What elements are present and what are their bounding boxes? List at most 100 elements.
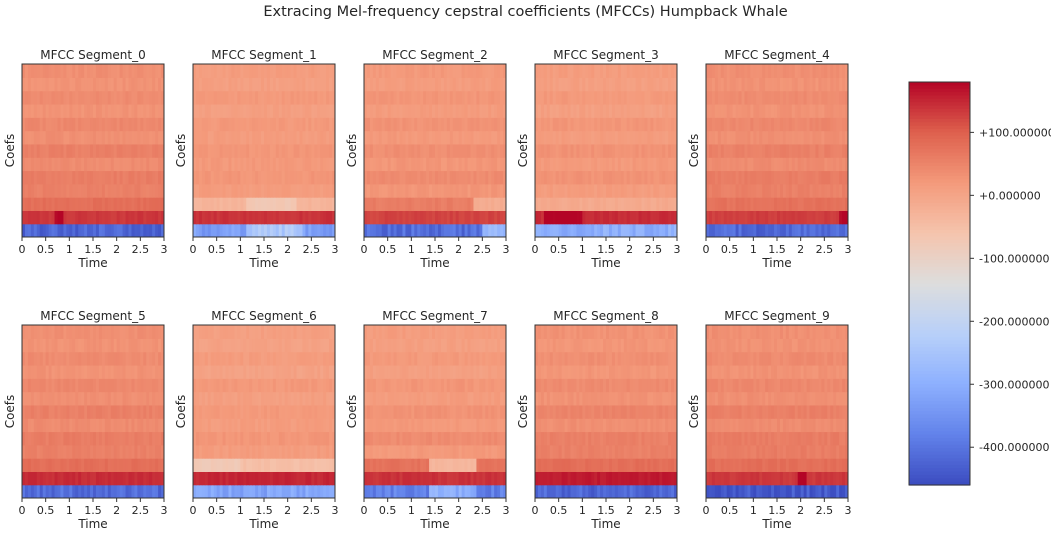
heatmap-cell bbox=[308, 325, 312, 339]
heatmap-cell bbox=[45, 64, 50, 78]
heatmap-cell bbox=[140, 90, 144, 105]
heatmap-cell bbox=[366, 351, 371, 366]
heatmap-cell bbox=[440, 183, 445, 198]
heatmap-cell bbox=[794, 130, 799, 145]
heatmap-cell bbox=[287, 471, 292, 486]
heatmap-cell bbox=[113, 378, 118, 393]
heatmap-cell bbox=[75, 458, 79, 472]
heatmap-cell bbox=[93, 143, 97, 158]
heatmap-cell bbox=[72, 431, 76, 446]
heatmap-cell bbox=[314, 444, 318, 459]
heatmap-cell bbox=[275, 103, 280, 118]
heatmap-cell bbox=[411, 170, 415, 185]
heatmap-cell bbox=[653, 90, 657, 105]
heatmap-cell bbox=[329, 391, 333, 406]
heatmap-cell bbox=[72, 157, 76, 172]
heatmap-cell bbox=[122, 183, 127, 198]
heatmap-cell bbox=[417, 431, 421, 446]
heatmap-cell bbox=[420, 130, 424, 145]
heatmap-cell bbox=[255, 103, 259, 118]
heatmap-cell bbox=[246, 64, 250, 78]
heatmap-cell bbox=[246, 378, 250, 393]
heatmap-cell bbox=[408, 391, 412, 406]
heatmap-cell bbox=[204, 418, 209, 433]
heatmap-cell bbox=[399, 418, 404, 433]
heatmap-cell bbox=[204, 223, 209, 237]
x-tick-label: 1.5 bbox=[255, 504, 273, 517]
heatmap-cell bbox=[726, 183, 731, 198]
heatmap-cell bbox=[423, 364, 427, 379]
heatmap-cell bbox=[207, 183, 212, 198]
heatmap-cell bbox=[222, 364, 227, 379]
heatmap-cell bbox=[24, 210, 29, 225]
heatmap-cell bbox=[57, 338, 62, 353]
heatmap-cell bbox=[435, 64, 439, 78]
heatmap-cell bbox=[662, 117, 666, 132]
heatmap-cell bbox=[137, 431, 141, 446]
heatmap-cell bbox=[399, 431, 404, 446]
heatmap-cell bbox=[195, 484, 200, 498]
heatmap-cell bbox=[842, 197, 846, 211]
heatmap-cell bbox=[464, 418, 469, 433]
heatmap-cell bbox=[756, 103, 760, 118]
x-tick-label: 1 bbox=[750, 243, 757, 256]
heatmap-cell bbox=[762, 77, 766, 92]
heatmap-cell bbox=[45, 210, 50, 225]
heatmap-cell bbox=[470, 90, 475, 105]
heatmap-cell bbox=[638, 103, 643, 118]
heatmap-cell bbox=[161, 183, 164, 198]
heatmap-cell bbox=[390, 77, 395, 92]
heatmap-cell bbox=[714, 183, 719, 198]
heatmap-cell bbox=[458, 444, 463, 459]
heatmap-cell bbox=[600, 103, 604, 118]
heatmap-cell bbox=[219, 391, 224, 406]
heatmap-cell bbox=[198, 418, 203, 433]
heatmap-cell bbox=[246, 458, 250, 472]
heatmap-cell bbox=[296, 431, 301, 446]
heatmap-cell bbox=[24, 471, 29, 486]
heatmap-cell bbox=[638, 130, 643, 145]
heatmap-cell bbox=[476, 364, 480, 379]
heatmap-cell bbox=[22, 444, 26, 459]
heatmap-cell bbox=[378, 458, 383, 472]
heatmap-cell bbox=[320, 64, 324, 78]
heatmap-cell bbox=[45, 77, 50, 92]
heatmap-cell bbox=[429, 157, 433, 172]
heatmap-cell bbox=[830, 103, 834, 118]
heatmap-cell bbox=[213, 338, 218, 353]
heatmap-cell bbox=[827, 197, 831, 211]
heatmap-cell bbox=[726, 143, 731, 158]
heatmap-cell bbox=[98, 183, 103, 198]
heatmap-cell bbox=[264, 183, 268, 198]
heatmap-cell bbox=[125, 90, 130, 105]
heatmap-cell bbox=[39, 351, 44, 366]
heatmap-cell bbox=[372, 210, 377, 225]
heatmap-cell bbox=[791, 157, 796, 172]
heatmap-cell bbox=[671, 90, 675, 105]
heatmap-cell bbox=[800, 183, 805, 198]
heatmap-cell bbox=[155, 143, 159, 158]
heatmap-cell bbox=[455, 103, 460, 118]
heatmap-cell bbox=[836, 130, 840, 145]
heatmap-cell bbox=[66, 338, 70, 353]
heatmap-cell bbox=[364, 210, 368, 225]
heatmap-cell bbox=[497, 170, 501, 185]
heatmap-cell bbox=[36, 418, 41, 433]
heatmap-cell bbox=[290, 64, 295, 78]
heatmap-cell bbox=[140, 458, 144, 472]
heatmap-cell bbox=[644, 90, 649, 105]
heatmap-cell bbox=[275, 77, 280, 92]
heatmap-cell bbox=[246, 364, 250, 379]
heatmap-cell bbox=[302, 103, 307, 118]
heatmap-cell bbox=[558, 223, 563, 237]
heatmap-cell bbox=[384, 484, 389, 498]
heatmap-cell bbox=[261, 223, 265, 237]
heatmap-cell bbox=[140, 351, 144, 366]
heatmap-cell bbox=[272, 391, 277, 406]
heatmap-cell bbox=[201, 364, 206, 379]
heatmap-cell bbox=[287, 338, 292, 353]
heatmap-cell bbox=[116, 197, 121, 211]
heatmap-cell bbox=[204, 64, 209, 78]
heatmap-cell bbox=[408, 103, 412, 118]
heatmap-cell bbox=[30, 64, 35, 78]
